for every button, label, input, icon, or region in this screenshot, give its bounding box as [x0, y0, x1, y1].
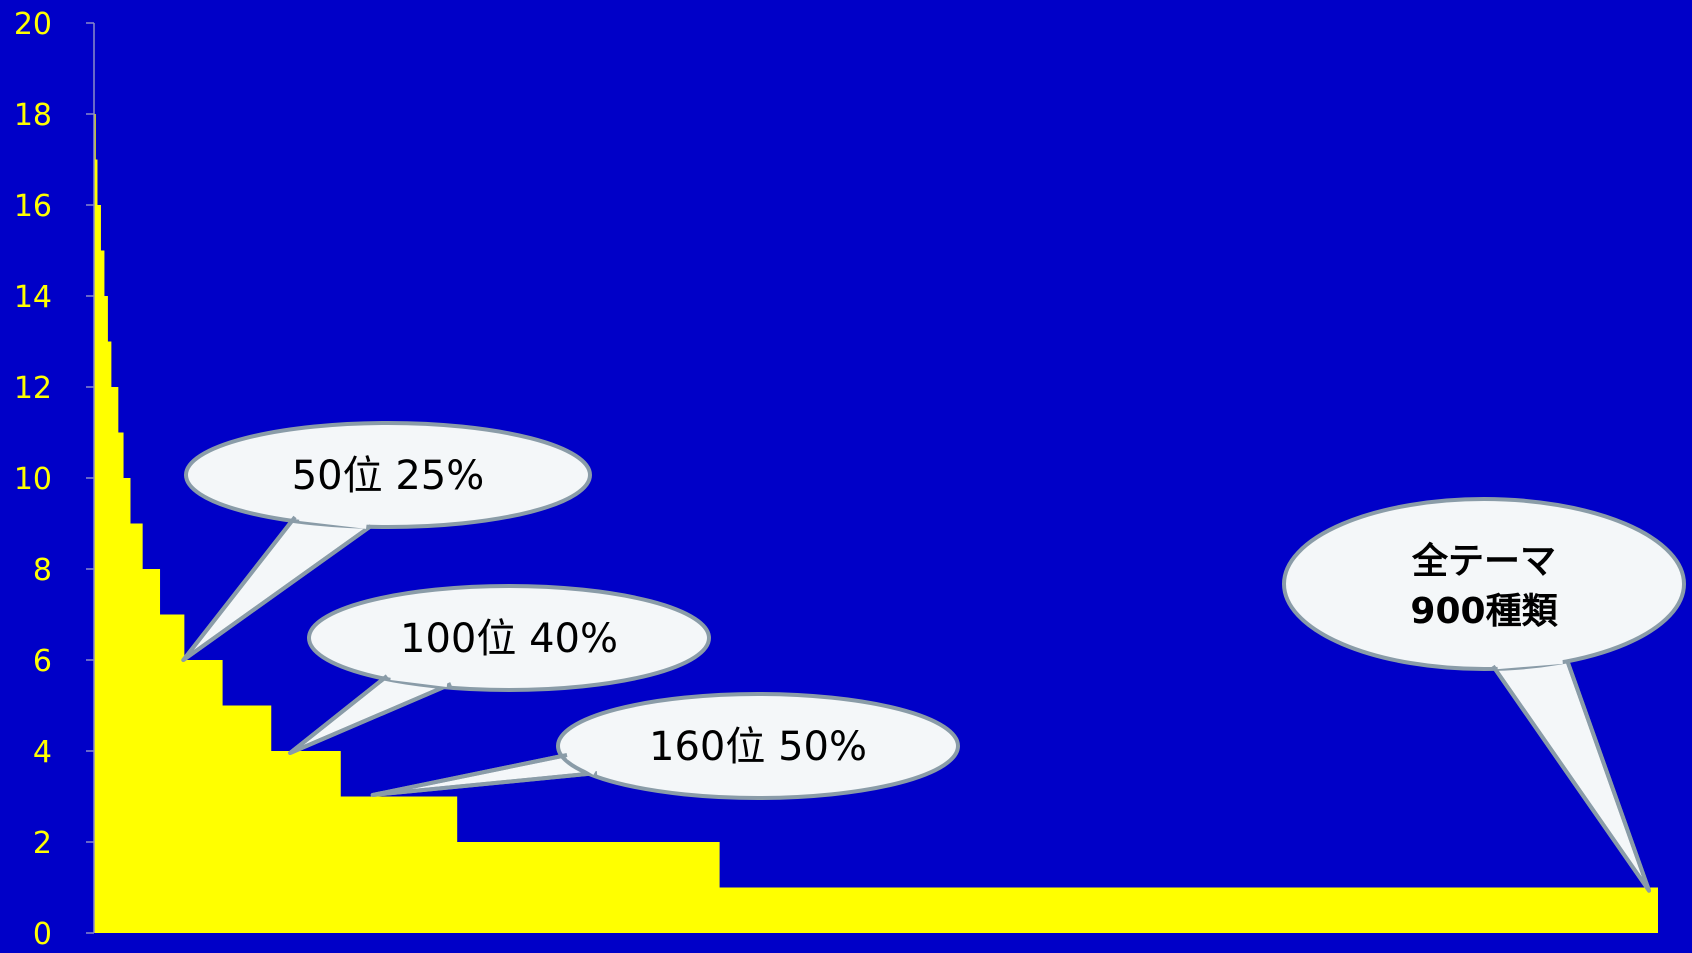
callout-seam — [566, 753, 598, 775]
callout-bubble — [1282, 497, 1686, 671]
callout-label: 50位 25% — [292, 453, 485, 499]
callout-bubble — [307, 584, 711, 692]
callout-rank-160: 160位 50% — [370, 692, 960, 800]
callout-label: 全テーマ — [1411, 540, 1556, 582]
callout-rank-50: 50位 25% — [181, 421, 592, 662]
callout-bubble — [556, 692, 960, 800]
y-tick-label: 12 — [14, 371, 52, 406]
callout-seam — [1497, 656, 1563, 670]
callout-bubble — [184, 421, 592, 529]
y-tick-label: 6 — [33, 644, 52, 679]
y-tick-label: 8 — [33, 553, 52, 588]
callout-seam — [390, 673, 448, 687]
y-tick-label: 16 — [14, 189, 52, 224]
callout-tail-outline — [370, 753, 598, 797]
callout-rank-100: 100位 40% — [288, 584, 711, 755]
y-tick-label: 4 — [33, 735, 52, 770]
y-tick-label: 18 — [14, 98, 52, 133]
callout-tail-outline — [181, 515, 373, 662]
callout-label: 900種類 — [1410, 591, 1558, 632]
callout-tail-outline — [1491, 659, 1651, 893]
y-tick-label: 20 — [14, 7, 52, 42]
y-tick-label: 2 — [33, 826, 52, 861]
callout-label: 100位 40% — [400, 616, 618, 662]
y-tick-label: 0 — [33, 917, 52, 949]
y-tick-label: 14 — [14, 280, 52, 315]
y-tick-label: 10 — [14, 462, 52, 497]
area-series — [94, 114, 1658, 933]
callout-label: 160位 50% — [649, 724, 867, 770]
callout-seam — [299, 514, 367, 529]
callout-tail-outline — [288, 674, 452, 755]
callout-all-themes: 全テーマ 900種類 — [1282, 497, 1686, 893]
